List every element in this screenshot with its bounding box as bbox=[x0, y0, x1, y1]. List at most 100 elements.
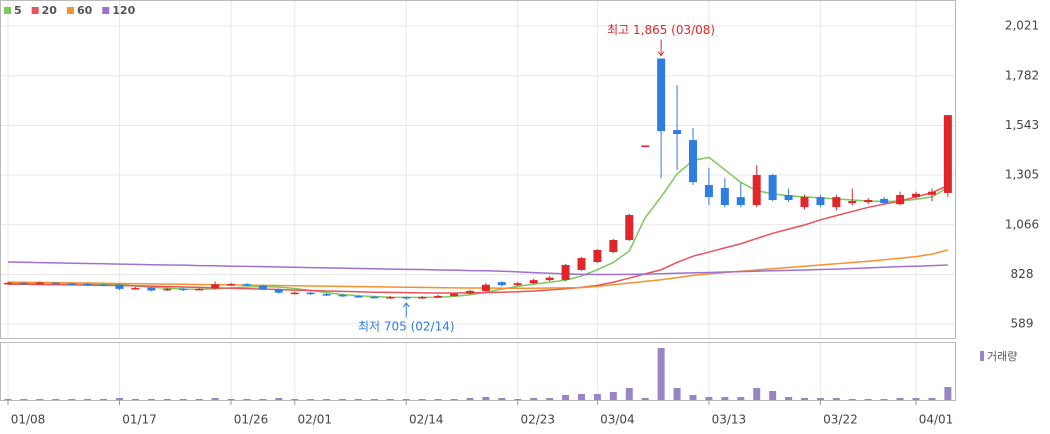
volume-bar bbox=[116, 398, 124, 400]
candle-body bbox=[322, 294, 331, 296]
y-tick-label: 2,021 bbox=[1005, 19, 1039, 33]
legend-swatch bbox=[4, 7, 11, 14]
candle-body bbox=[593, 249, 602, 263]
volume-bar bbox=[498, 398, 506, 400]
volume-bar bbox=[418, 399, 426, 400]
volume-bar bbox=[323, 399, 331, 400]
volume-bar bbox=[100, 399, 108, 400]
volume-bar bbox=[753, 388, 761, 400]
candle-body bbox=[927, 191, 936, 195]
candle-body bbox=[402, 296, 411, 299]
ma-line bbox=[7, 156, 949, 299]
volume-bar bbox=[832, 398, 840, 400]
y-tick-label: 1,782 bbox=[1005, 68, 1039, 82]
volume-bar bbox=[514, 399, 522, 400]
volume-bar bbox=[466, 398, 474, 400]
labels: 589 828 1,066 1,305 1,543 1,782 2,021 01/08 01/1… bbox=[11, 19, 1039, 427]
grid bbox=[1, 1, 955, 405]
candle-body bbox=[800, 197, 809, 208]
volume-bar bbox=[880, 399, 888, 400]
candle-body bbox=[768, 175, 777, 201]
candle-body bbox=[370, 296, 379, 299]
volume-bar bbox=[291, 399, 299, 400]
volume-bar bbox=[179, 399, 187, 400]
candle-body bbox=[673, 130, 682, 135]
candle-body bbox=[609, 239, 618, 253]
candles bbox=[4, 58, 952, 300]
candle-body bbox=[434, 295, 443, 298]
candle-body bbox=[816, 197, 825, 206]
candle-body bbox=[4, 282, 12, 285]
candle-body bbox=[147, 287, 156, 291]
candle-body bbox=[848, 201, 857, 204]
candle-body bbox=[625, 214, 634, 240]
y-tick-label: 589 bbox=[1011, 317, 1034, 331]
volume-bar bbox=[848, 399, 856, 400]
legend-label: 거래량 bbox=[987, 350, 1017, 363]
candle-body bbox=[258, 285, 267, 290]
candle-body bbox=[163, 288, 172, 291]
candle-body bbox=[290, 292, 299, 295]
volume-bar bbox=[657, 348, 665, 400]
volume-bar bbox=[705, 397, 713, 400]
volume-bar bbox=[195, 399, 203, 400]
candle-body bbox=[529, 280, 538, 284]
volume-bar bbox=[307, 399, 315, 400]
ma-line bbox=[7, 249, 949, 290]
min-annotation: 최저 705 (02/14) bbox=[358, 319, 455, 333]
max-arrow bbox=[657, 39, 665, 57]
volume-bar bbox=[259, 399, 267, 400]
volume-bar bbox=[450, 399, 458, 400]
candle-body bbox=[688, 140, 697, 183]
candle-body bbox=[736, 197, 745, 206]
candle-body bbox=[497, 282, 506, 286]
legend-label: 5 bbox=[14, 4, 22, 17]
candle-body bbox=[720, 187, 729, 206]
ma-line bbox=[7, 261, 948, 276]
volume-bar bbox=[593, 394, 601, 400]
volume-bar bbox=[689, 395, 697, 400]
y-tick-label: 1,305 bbox=[1005, 168, 1039, 182]
candle-body bbox=[545, 277, 554, 281]
candle-body bbox=[784, 195, 793, 201]
candle-body bbox=[752, 175, 761, 206]
candle-body bbox=[418, 296, 427, 299]
volume-bar bbox=[641, 398, 649, 400]
candle-body bbox=[561, 264, 570, 280]
volume-bar bbox=[339, 399, 347, 400]
candle-body bbox=[386, 296, 395, 299]
volume-bar bbox=[944, 387, 952, 400]
volume-bar bbox=[275, 398, 283, 400]
candle-body bbox=[115, 284, 124, 289]
candle-body bbox=[465, 290, 474, 294]
x-tick-label: 03/04 bbox=[600, 413, 635, 427]
volume-bar bbox=[84, 399, 92, 400]
volume-bar bbox=[68, 399, 76, 400]
candle-body bbox=[943, 115, 952, 193]
candle-body bbox=[83, 283, 92, 286]
x-tick-label: 01/08 bbox=[11, 413, 46, 427]
volume-bar bbox=[530, 398, 538, 400]
x-tick-label: 03/22 bbox=[823, 413, 858, 427]
volume-bar bbox=[370, 399, 378, 400]
volume-bar bbox=[609, 392, 617, 400]
candle-body bbox=[657, 58, 666, 132]
volume-bar bbox=[402, 399, 410, 400]
candle-body bbox=[211, 284, 220, 289]
volume-bar bbox=[769, 391, 777, 400]
volume-bar bbox=[896, 398, 904, 400]
candle-body bbox=[880, 198, 889, 204]
y-tick-label: 828 bbox=[1011, 267, 1034, 281]
candle-body bbox=[19, 282, 28, 285]
volume-bar bbox=[227, 399, 235, 400]
volume-bar bbox=[434, 399, 442, 400]
candle-body bbox=[481, 284, 490, 291]
candle-body bbox=[99, 284, 108, 287]
legend-swatch bbox=[980, 351, 984, 361]
candle-body bbox=[242, 284, 251, 286]
max-annotation: 최고 1,865 (03/08) bbox=[607, 23, 715, 37]
volume-bar bbox=[354, 399, 362, 400]
candle-body bbox=[354, 295, 363, 298]
volume-bar bbox=[482, 397, 490, 400]
